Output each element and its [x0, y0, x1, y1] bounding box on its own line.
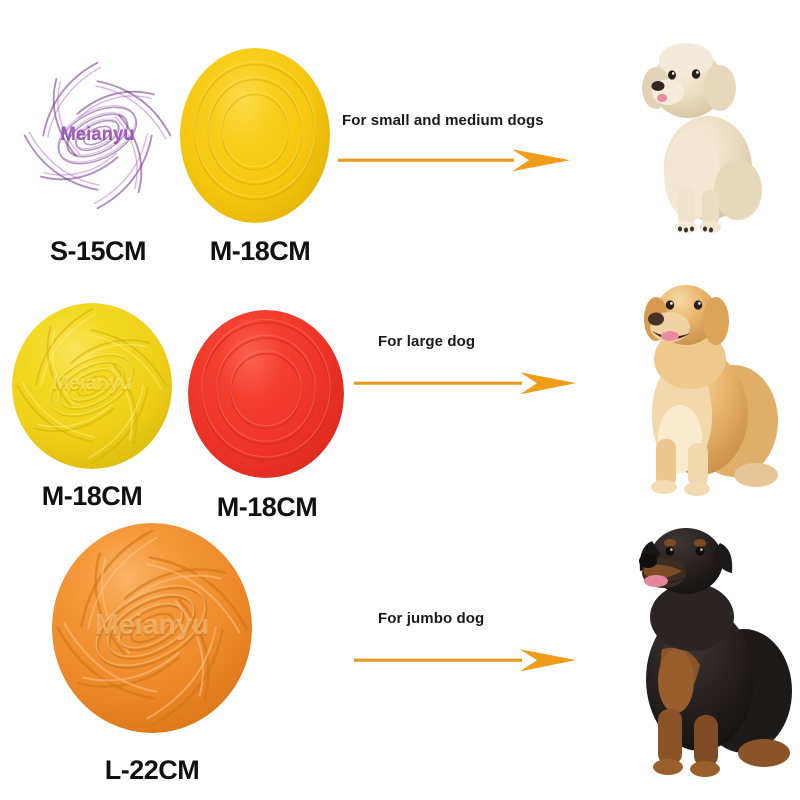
dog-photo-golden-retriever	[608, 263, 798, 503]
size-label-m-18cm-yellow: M-18CM	[209, 236, 311, 266]
embossed-brand-logo: Meianyu	[52, 374, 132, 396]
disc-group-m-18cm-yellow-textured: Meianyu Meianyu M-18CM	[12, 303, 172, 511]
arrow-group-jumbo: For jumbo dog	[354, 610, 586, 672]
frisbee-disc-yellow[interactable]	[180, 48, 330, 223]
size-label-l-22cm: L-22CM	[104, 755, 200, 785]
frisbee-disc-purple[interactable]: Meianyu Meianyu	[20, 58, 175, 213]
size-label-m-18cm-yellow-2: M-18CM	[41, 481, 143, 511]
disc-swirl-pattern: Meianyu Meianyu	[23, 61, 172, 210]
size-row-small-medium: Meianyu Meianyu S-15CM	[0, 0, 800, 285]
arrow-caption-large: For large dog	[378, 333, 476, 350]
size-row-large: Meianyu Meianyu M-18CM	[0, 255, 800, 530]
frisbee-disc-red[interactable]	[188, 310, 344, 478]
dog-photo-poodle	[620, 22, 790, 242]
disc-swirl-pattern: Meianyu Meianyu	[16, 308, 168, 464]
embossed-brand-logo: Meianyu	[95, 611, 209, 643]
arrow-caption-small-medium: For small and medium dogs	[342, 112, 544, 129]
size-label-s-15cm: S-15CM	[49, 236, 147, 266]
disc-group-m-18cm-red: M-18CM	[188, 310, 344, 522]
right-arrow-icon	[354, 649, 576, 672]
embossed-brand-logo-highlight: Meianyu	[60, 122, 134, 143]
size-label-m-18cm-red: M-18CM	[216, 492, 318, 522]
disc-swirl-pattern: Meianyu Meianyu	[56, 529, 248, 727]
size-row-jumbo: Meianyu Meianyu L-22CM For jumbo dog	[0, 505, 800, 800]
disc-group-m-18cm-yellow: M-18CM	[180, 48, 330, 266]
frisbee-disc-orange[interactable]: Meianyu Meianyu	[52, 523, 252, 733]
disc-group-s-15cm: Meianyu Meianyu S-15CM	[20, 58, 175, 266]
right-arrow-icon	[338, 149, 570, 172]
disc-ring-pattern	[194, 61, 316, 201]
right-arrow-icon	[354, 372, 576, 395]
arrow-group-large: For large dog	[354, 333, 586, 395]
disc-ring-pattern	[201, 318, 331, 461]
embossed-brand-logo-highlight: Meianyu	[52, 373, 132, 395]
embossed-brand-logo-highlight: Meianyu	[95, 609, 209, 641]
disc-group-l-22cm: Meianyu Meianyu L-22CM	[52, 523, 252, 785]
arrow-group-small-medium: For small and medium dogs	[336, 112, 576, 174]
embossed-brand-logo: Meianyu	[60, 123, 134, 144]
dog-photo-rottweiler	[604, 509, 800, 795]
arrow-caption-jumbo: For jumbo dog	[378, 610, 485, 627]
frisbee-disc-yellow-textured[interactable]: Meianyu Meianyu	[12, 303, 172, 469]
